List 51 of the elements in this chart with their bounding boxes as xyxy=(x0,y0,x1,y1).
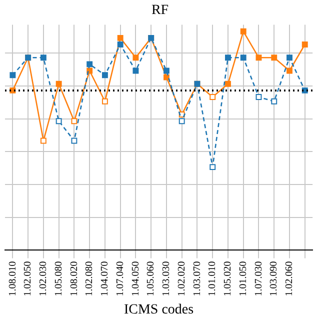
point xyxy=(225,80,231,87)
x-tick-label: 1.07.040 xyxy=(114,261,126,296)
x-tick-label: 1.05.080 xyxy=(53,261,64,296)
point xyxy=(86,61,93,68)
point xyxy=(71,118,78,124)
point xyxy=(40,54,46,61)
point xyxy=(178,118,185,124)
point xyxy=(271,98,278,104)
chart-title: RF xyxy=(151,3,169,18)
point xyxy=(225,54,231,61)
x-tick-label: 1.02.080 xyxy=(84,261,96,296)
point xyxy=(163,68,170,74)
x-tick-label: 1.03.030 xyxy=(161,261,172,296)
point xyxy=(132,54,139,61)
point xyxy=(210,94,216,100)
point xyxy=(102,98,108,104)
x-tick-label: 1.03.070 xyxy=(192,261,203,296)
point xyxy=(117,42,124,48)
point xyxy=(240,28,246,34)
x-tick-label: 1.01.010 xyxy=(207,261,218,296)
x-tick-label: 1.07.030 xyxy=(253,261,264,296)
point xyxy=(210,164,216,170)
point xyxy=(256,94,262,100)
x-tick-label: 1.02.030 xyxy=(38,261,50,296)
x-tick-label: 1.05.020 xyxy=(222,261,234,296)
x-tick-label: 1.02.050 xyxy=(22,261,34,296)
x-axis-title: ICMS codes xyxy=(124,302,194,318)
point xyxy=(102,72,108,78)
point xyxy=(56,118,62,124)
point xyxy=(56,80,62,87)
point xyxy=(240,54,246,61)
x-tick-label: 1.08.010 xyxy=(7,261,18,296)
point xyxy=(163,74,170,80)
x-tick-label: 1.02.060 xyxy=(284,261,296,296)
x-tick-label: 1.04.070 xyxy=(100,261,111,296)
point xyxy=(10,72,16,78)
point xyxy=(117,34,124,41)
point xyxy=(256,54,262,61)
point xyxy=(71,138,78,144)
x-tick-label: 1.08.020 xyxy=(68,261,80,296)
point xyxy=(271,54,278,61)
point xyxy=(40,138,46,144)
point xyxy=(286,68,292,74)
point xyxy=(302,42,308,48)
x-tick-label: 1.02.020 xyxy=(176,261,188,296)
x-tick-label: 1.05.060 xyxy=(146,261,157,296)
x-tick-label: 1.01.050 xyxy=(238,261,249,296)
x-tick-label: 1.04.050 xyxy=(130,261,142,296)
point xyxy=(132,68,139,74)
point xyxy=(286,54,292,61)
x-tick-label: 1.03.090 xyxy=(268,261,280,296)
